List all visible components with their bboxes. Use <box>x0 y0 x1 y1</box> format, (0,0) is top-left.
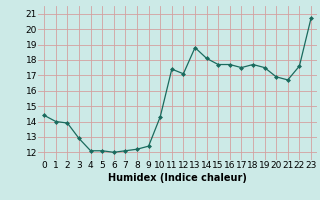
X-axis label: Humidex (Indice chaleur): Humidex (Indice chaleur) <box>108 173 247 183</box>
